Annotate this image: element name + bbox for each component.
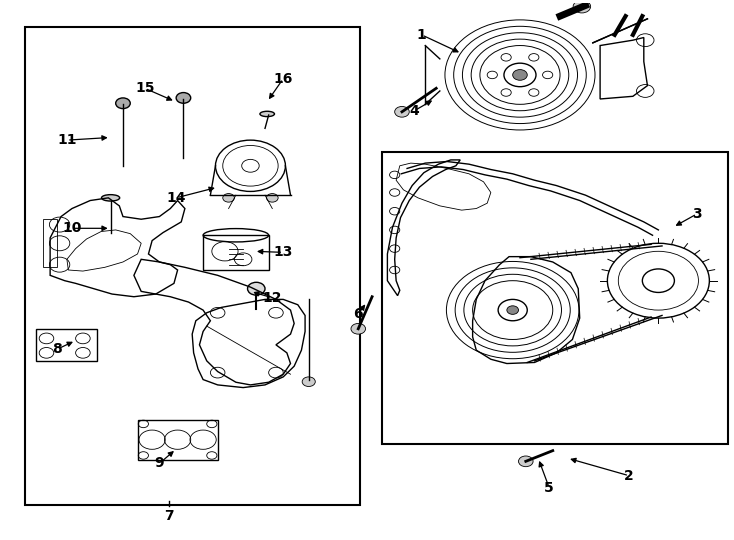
Bar <box>203 235 269 270</box>
Text: 9: 9 <box>155 456 164 470</box>
Bar <box>137 420 218 460</box>
Text: 14: 14 <box>167 191 186 205</box>
Text: 11: 11 <box>57 133 76 147</box>
Circle shape <box>351 323 366 334</box>
Circle shape <box>266 193 278 202</box>
Ellipse shape <box>101 194 120 201</box>
Text: 2: 2 <box>625 469 634 483</box>
Text: 3: 3 <box>692 207 702 221</box>
Circle shape <box>395 106 410 117</box>
Bar <box>382 152 727 444</box>
Bar <box>25 27 360 505</box>
Circle shape <box>247 282 265 295</box>
Circle shape <box>573 0 591 13</box>
Circle shape <box>518 456 533 467</box>
Text: 8: 8 <box>53 342 62 356</box>
Text: 6: 6 <box>354 307 363 321</box>
Circle shape <box>302 377 316 387</box>
Text: 10: 10 <box>62 221 81 235</box>
Bar <box>43 219 57 267</box>
Text: 12: 12 <box>263 291 282 305</box>
Circle shape <box>512 70 527 80</box>
Text: 5: 5 <box>544 481 554 495</box>
Circle shape <box>507 306 518 314</box>
Bar <box>35 329 98 361</box>
Text: 13: 13 <box>274 245 293 259</box>
Text: 7: 7 <box>164 509 174 523</box>
Circle shape <box>176 92 191 103</box>
Circle shape <box>222 193 234 202</box>
Text: 4: 4 <box>410 104 419 118</box>
Ellipse shape <box>260 111 275 117</box>
Text: 16: 16 <box>274 72 293 86</box>
Text: 15: 15 <box>135 82 155 95</box>
Circle shape <box>116 98 130 109</box>
Text: 1: 1 <box>417 28 426 42</box>
